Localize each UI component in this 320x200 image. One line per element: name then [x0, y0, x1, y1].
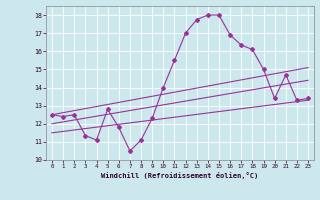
X-axis label: Windchill (Refroidissement éolien,°C): Windchill (Refroidissement éolien,°C)	[101, 172, 259, 179]
